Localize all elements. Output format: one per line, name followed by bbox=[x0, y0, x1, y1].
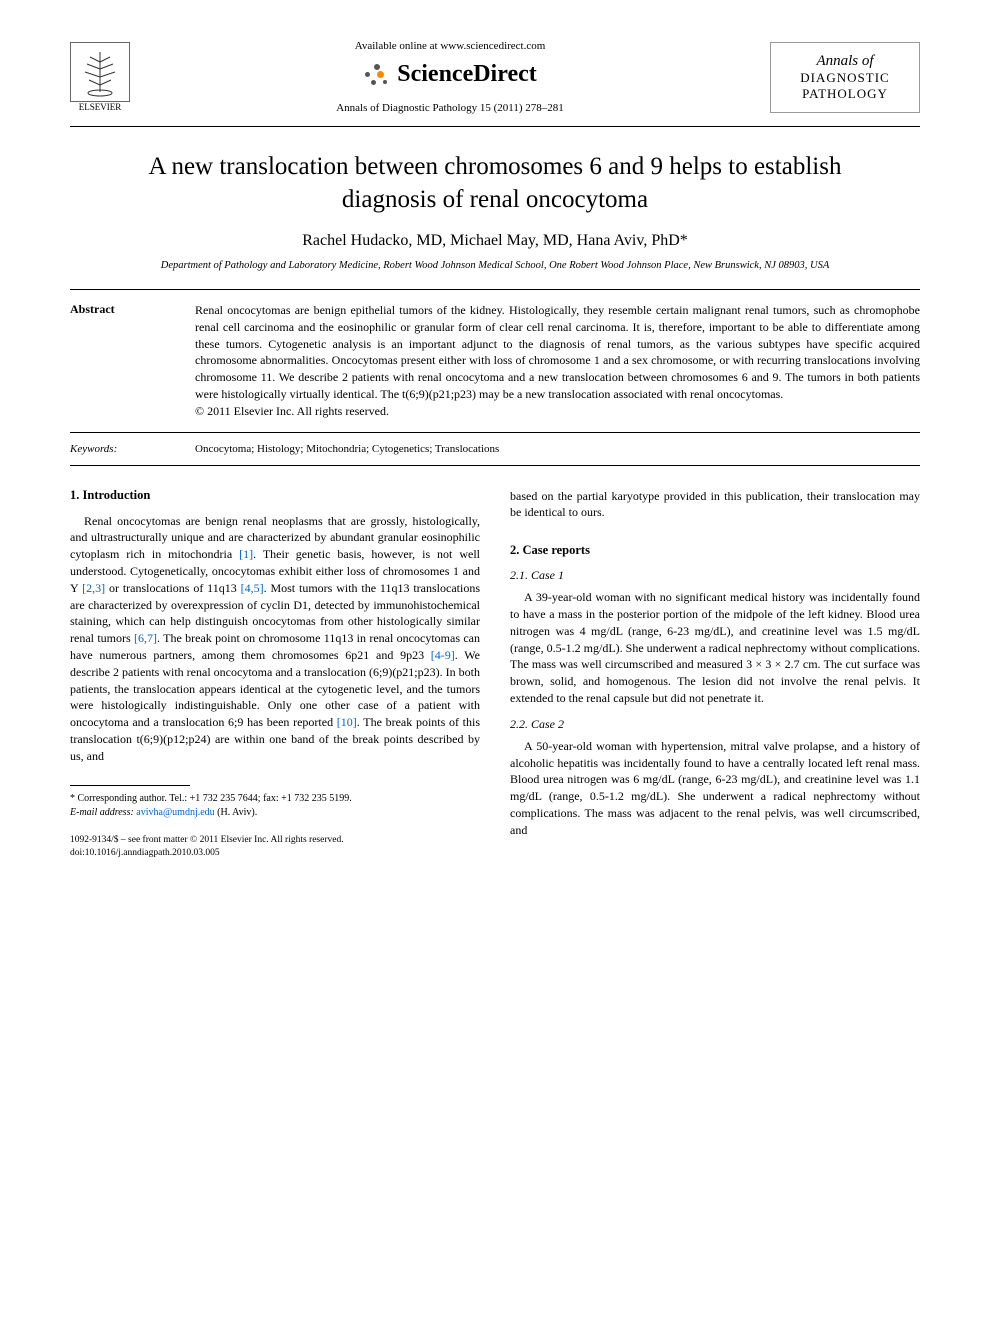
footer-info: 1092-9134/$ – see front matter © 2011 El… bbox=[70, 834, 480, 861]
abstract-text: Renal oncocytomas are benign epithelial … bbox=[195, 302, 920, 420]
sciencedirect-text: ScienceDirect bbox=[397, 61, 537, 88]
keywords-top-divider bbox=[70, 432, 920, 433]
ref-link-23[interactable]: [2,3] bbox=[82, 581, 105, 595]
body-columns: 1. Introduction Renal oncocytomas are be… bbox=[70, 488, 920, 861]
keywords-label: Keywords: bbox=[70, 443, 165, 455]
ref-link-10[interactable]: [10] bbox=[337, 715, 357, 729]
sciencedirect-icon bbox=[363, 60, 391, 88]
email-footnote: E-mail address: avivha@umdnj.edu (H. Avi… bbox=[70, 806, 480, 820]
abstract-label: Abstract bbox=[70, 302, 165, 420]
journal-name-line1: Annals of bbox=[785, 53, 905, 70]
footnote-separator bbox=[70, 785, 190, 786]
introduction-paragraph: Renal oncocytomas are benign renal neopl… bbox=[70, 513, 480, 765]
center-header: Available online at www.sciencedirect.co… bbox=[130, 40, 770, 114]
article-title: A new translocation between chromosomes … bbox=[130, 151, 860, 216]
ref-link-67[interactable]: [6,7] bbox=[134, 631, 157, 645]
authors: Rachel Hudacko, MD, Michael May, MD, Han… bbox=[70, 232, 920, 250]
keywords-section: Keywords: Oncocytoma; Histology; Mitocho… bbox=[70, 443, 920, 455]
email-suffix: (H. Aviv). bbox=[215, 807, 258, 818]
affiliation: Department of Pathology and Laboratory M… bbox=[70, 260, 920, 271]
tree-icon bbox=[75, 47, 125, 97]
journal-name-line2: DIAGNOSTIC bbox=[785, 70, 905, 86]
case1-heading: 2.1. Case 1 bbox=[510, 568, 920, 583]
keywords-bottom-divider bbox=[70, 465, 920, 466]
elsevier-logo: ELSEVIER bbox=[70, 42, 130, 112]
ref-link-49[interactable]: [4-9] bbox=[431, 648, 455, 662]
elsevier-tree-icon bbox=[70, 42, 130, 102]
case2-text: A 50-year-old woman with hypertension, m… bbox=[510, 738, 920, 839]
case1-text: A 39-year-old woman with no significant … bbox=[510, 589, 920, 707]
case2-heading: 2.2. Case 2 bbox=[510, 717, 920, 732]
ref-link-45[interactable]: [4,5] bbox=[241, 581, 264, 595]
footer-line1: 1092-9134/$ – see front matter © 2011 El… bbox=[70, 834, 480, 847]
elsevier-label: ELSEVIER bbox=[79, 102, 122, 112]
email-label: E-mail address: bbox=[70, 807, 136, 818]
sciencedirect-logo: ScienceDirect bbox=[130, 60, 770, 88]
email-link[interactable]: avivha@umdnj.edu bbox=[136, 807, 214, 818]
keywords-text: Oncocytoma; Histology; Mitochondria; Cyt… bbox=[195, 443, 499, 455]
available-online-text: Available online at www.sciencedirect.co… bbox=[130, 40, 770, 52]
intro-continuation: based on the partial karyotype provided … bbox=[510, 488, 920, 522]
journal-name-line3: PATHOLOGY bbox=[785, 86, 905, 102]
page-header: ELSEVIER Available online at www.science… bbox=[70, 40, 920, 114]
case-reports-heading: 2. Case reports bbox=[510, 543, 920, 558]
footer-line2: doi:10.1016/j.anndiagpath.2010.03.005 bbox=[70, 847, 480, 860]
abstract-top-divider bbox=[70, 289, 920, 290]
abstract-body: Renal oncocytomas are benign epithelial … bbox=[195, 303, 920, 401]
abstract-section: Abstract Renal oncocytomas are benign ep… bbox=[70, 302, 920, 420]
ref-link-1[interactable]: [1] bbox=[239, 547, 253, 561]
header-divider bbox=[70, 126, 920, 127]
corresponding-author-footnote: * Corresponding author. Tel.: +1 732 235… bbox=[70, 792, 480, 806]
intro-text-c: or translocations of 11q13 bbox=[105, 581, 241, 595]
abstract-copyright: © 2011 Elsevier Inc. All rights reserved… bbox=[195, 404, 389, 418]
right-column: based on the partial karyotype provided … bbox=[510, 488, 920, 861]
journal-cover-box: Annals of DIAGNOSTIC PATHOLOGY bbox=[770, 42, 920, 113]
left-column: 1. Introduction Renal oncocytomas are be… bbox=[70, 488, 480, 861]
journal-reference: Annals of Diagnostic Pathology 15 (2011)… bbox=[130, 102, 770, 114]
introduction-heading: 1. Introduction bbox=[70, 488, 480, 503]
